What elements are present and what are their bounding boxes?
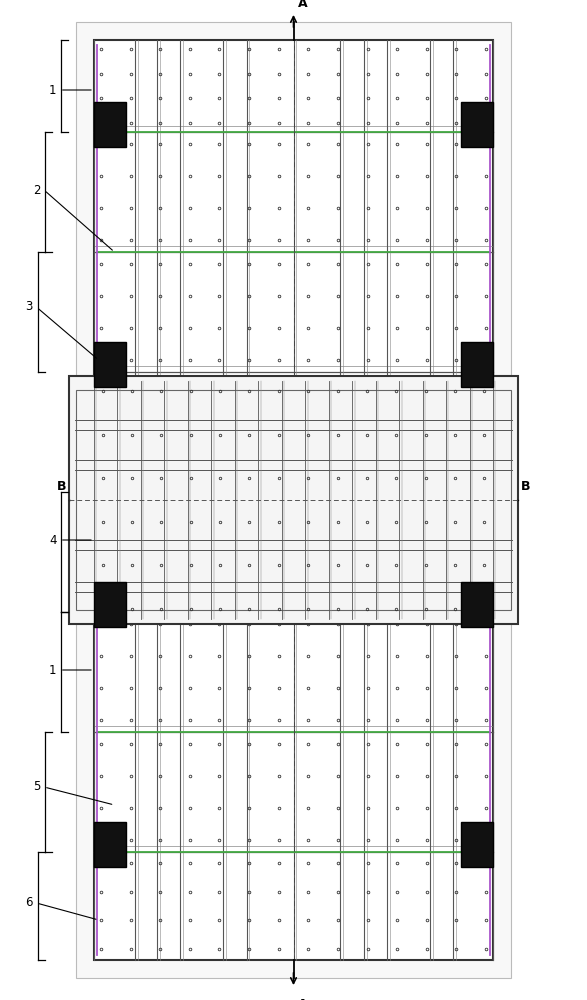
Bar (94, 342, 126, 387)
Bar (69, 376, 518, 624)
Bar (94, 102, 126, 147)
Text: 1: 1 (49, 84, 56, 97)
Bar (94, 582, 126, 627)
Text: 6: 6 (26, 896, 33, 910)
Bar (461, 102, 493, 147)
Text: 4: 4 (49, 534, 56, 546)
Text: B: B (57, 480, 66, 493)
Bar (461, 822, 493, 867)
Text: A: A (298, 0, 308, 10)
Text: 3: 3 (26, 300, 33, 314)
Bar (94, 40, 493, 960)
Bar (461, 582, 493, 627)
Bar (76, 390, 511, 610)
Bar (94, 822, 126, 867)
Text: 2: 2 (33, 184, 41, 196)
Bar (76, 22, 511, 978)
Text: 5: 5 (33, 780, 41, 794)
Text: 1: 1 (49, 664, 56, 676)
Bar (461, 342, 493, 387)
Text: B: B (521, 480, 530, 493)
Text: A: A (298, 998, 308, 1000)
